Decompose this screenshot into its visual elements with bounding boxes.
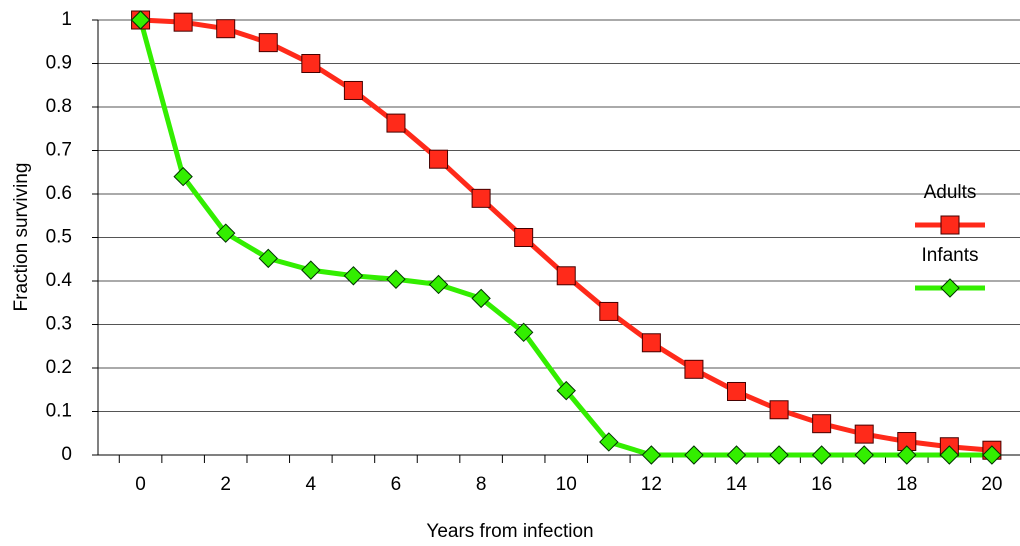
data-point [428, 274, 449, 295]
data-point [599, 432, 619, 452]
data-point [811, 445, 832, 465]
data-point [556, 380, 576, 401]
y-tick-label: 0.6 [46, 183, 72, 204]
data-point [812, 414, 832, 434]
x-tick-label: 18 [896, 474, 917, 495]
x-tick-label: 10 [556, 474, 577, 495]
data-point [854, 445, 874, 465]
data-point [173, 166, 193, 187]
data-point [471, 188, 491, 208]
data-point [130, 10, 151, 30]
data-point [727, 381, 747, 401]
data-point [386, 113, 406, 133]
y-tick-label: 0.1 [46, 401, 72, 422]
x-tick-label: 4 [306, 474, 317, 495]
data-point [641, 333, 661, 353]
x-tick-label: 20 [981, 474, 1002, 495]
data-point [173, 12, 193, 32]
x-tick-label: 6 [391, 474, 402, 495]
y-tick-label: 1 [61, 9, 72, 30]
y-axis-label: Fraction surviving [11, 163, 32, 312]
data-point [429, 149, 449, 169]
data-point [641, 445, 662, 465]
data-point [897, 445, 917, 465]
data-point [258, 33, 278, 53]
x-tick-label: 0 [135, 474, 146, 495]
y-tick-label: 0.9 [46, 53, 72, 74]
data-point [769, 445, 789, 465]
y-tick-label: 0 [61, 444, 72, 465]
y-tick-label: 0.4 [46, 270, 73, 291]
x-tick-label: 14 [726, 474, 748, 495]
data-point [471, 288, 491, 309]
data-point [301, 260, 321, 280]
legend-label: Infants [921, 245, 978, 266]
data-point [854, 424, 874, 444]
x-axis-label: Years from infection [426, 521, 593, 542]
y-tick-label: 0.7 [46, 140, 72, 161]
x-tick-label: 8 [476, 474, 487, 495]
data-point [343, 266, 364, 286]
y-tick-label: 0.2 [46, 357, 72, 378]
data-point [599, 301, 619, 321]
x-tick-label: 12 [641, 474, 662, 495]
data-point [215, 223, 236, 243]
data-point [684, 359, 704, 379]
data-point [216, 19, 236, 39]
y-tick-label: 0.5 [46, 227, 72, 248]
data-point [301, 54, 321, 73]
data-point [769, 400, 789, 420]
data-point [513, 322, 534, 343]
data-point [939, 445, 960, 465]
data-point [343, 80, 363, 100]
legend-marker [940, 215, 960, 235]
legend-marker [940, 278, 960, 298]
data-point [386, 269, 406, 289]
data-point [982, 445, 1002, 465]
y-tick-label: 0.8 [46, 96, 72, 117]
data-point [556, 266, 576, 286]
legend-label: Adults [924, 182, 977, 203]
x-tick-label: 16 [811, 474, 832, 495]
y-tick-label: 0.3 [46, 314, 72, 335]
data-point [684, 445, 704, 465]
data-point [514, 228, 534, 247]
x-tick-label: 2 [220, 474, 231, 495]
data-point [726, 445, 747, 465]
data-point [258, 248, 278, 269]
